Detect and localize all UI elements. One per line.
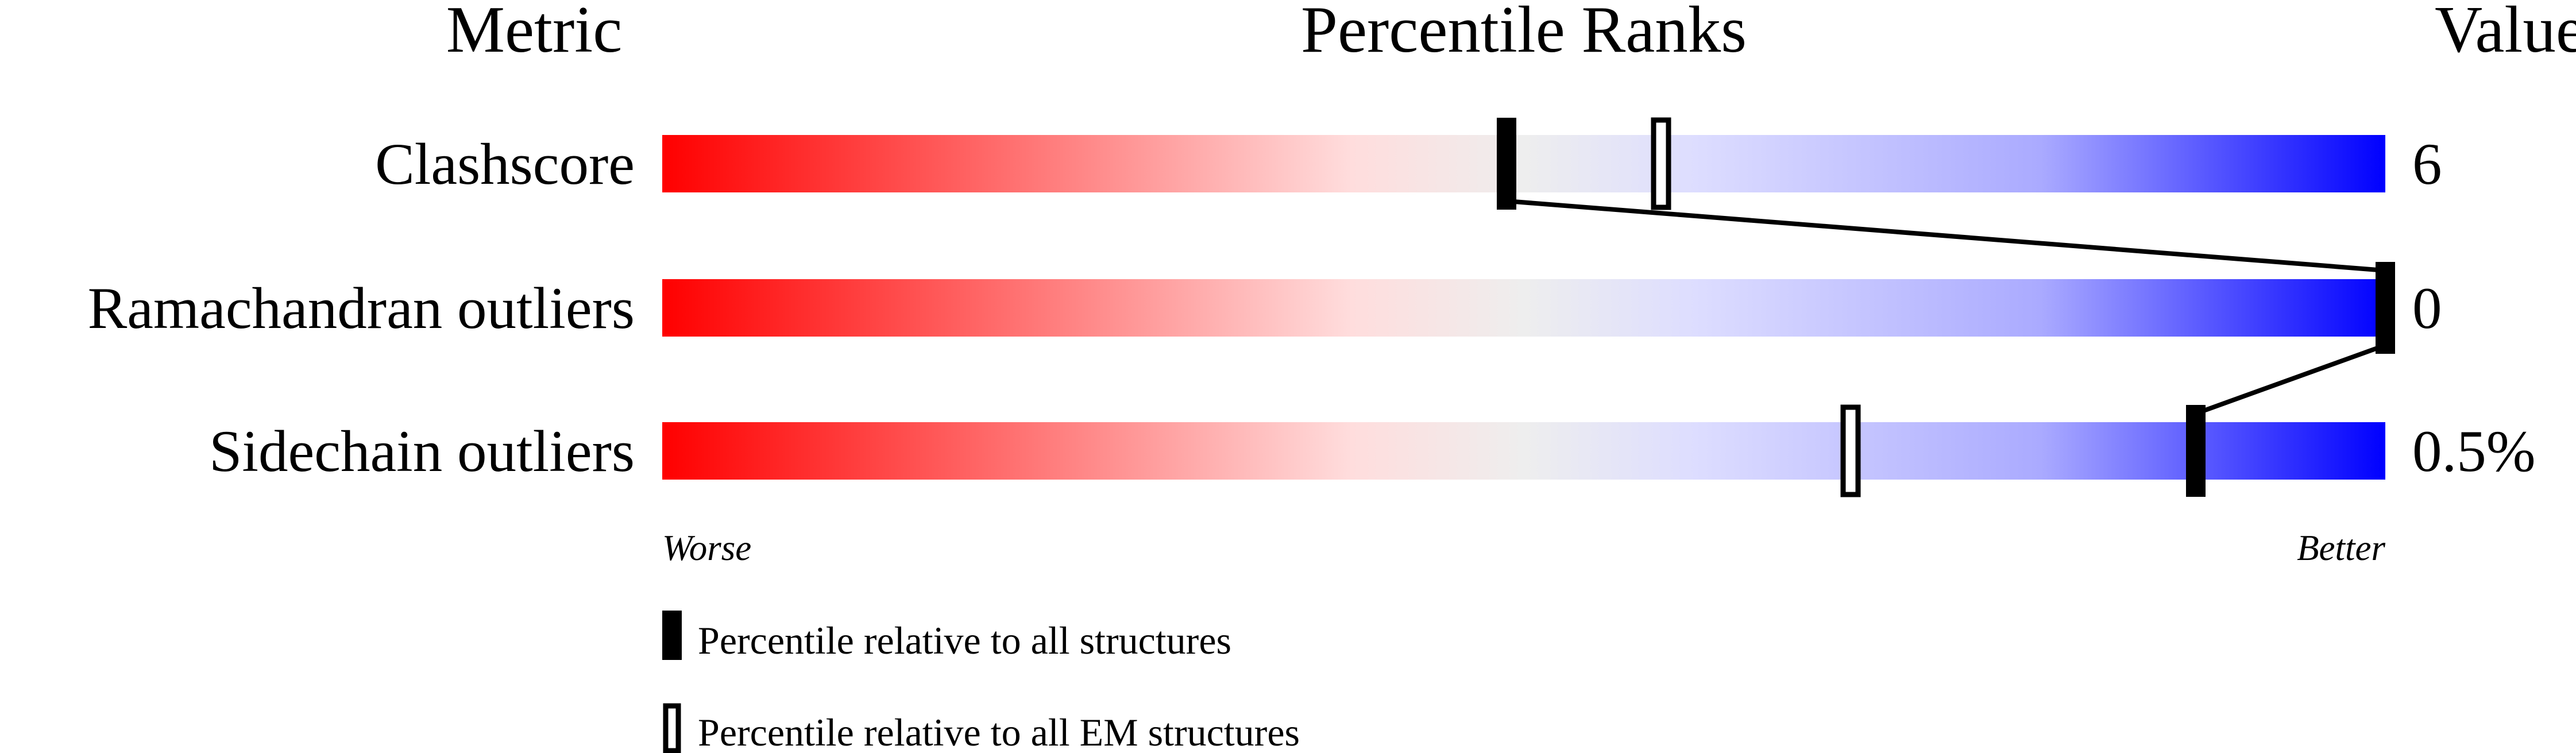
em-percentile-marker [1840, 404, 1861, 497]
connector-line [2195, 343, 2386, 416]
metric-label: Ramachandran outliers [88, 276, 635, 341]
percentile-bar [662, 422, 2385, 480]
connector-line [1506, 199, 2386, 273]
header-value: Value [2435, 0, 2576, 66]
worse-label: Worse [662, 528, 751, 568]
all-percentile-marker [2186, 405, 2206, 497]
metric-label: Clashscore [375, 132, 635, 197]
all-percentile-marker [1497, 118, 1516, 210]
percentile-bar [662, 279, 2385, 337]
em-percentile-marker [1651, 117, 1671, 210]
header-metric: Metric [446, 0, 623, 66]
metric-value: 0.5% [2412, 419, 2536, 484]
legend-all-label: Percentile relative to all structures [698, 619, 1231, 662]
all-percentile-marker [2376, 262, 2395, 354]
metric-value: 6 [2412, 132, 2442, 197]
better-label: Better [2297, 528, 2385, 568]
percentile-bar [662, 135, 2385, 192]
legend-em-label: Percentile relative to all EM structures [698, 710, 1300, 753]
header-ranks: Percentile Ranks [1301, 0, 1747, 66]
legend-filled-marker [662, 611, 682, 660]
metric-label: Sidechain outliers [209, 419, 635, 484]
legend-hollow-marker [663, 703, 681, 753]
metric-value: 0 [2412, 276, 2442, 341]
